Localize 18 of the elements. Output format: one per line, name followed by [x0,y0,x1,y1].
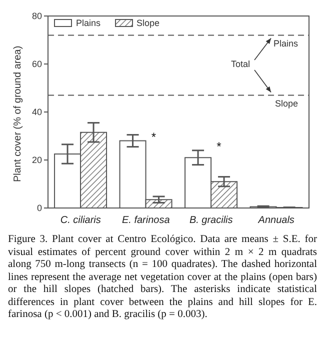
x-tick-label: B. gracilis [189,215,233,226]
ref-line-label: Plains [273,38,298,49]
x-tick-label: C. ciliaris [60,215,101,226]
x-tick-label: E. farinosa [122,215,170,226]
y-axis-title: Plant cover (% of ground area) [12,46,24,182]
y-tick-label: 80 [32,11,42,22]
legend-label: Plains [76,18,101,28]
ref-line-label: Slope [274,98,298,109]
y-tick-label: 60 [32,59,42,70]
legend-label: Slope [136,18,160,28]
annotation: Total [230,59,250,69]
caption: Figure 3. Plant cover at Centro Ecológico. Data are means ± S.E. for visual estimates of percent ground cover within 2 m × 2 m quadrats along 750 m-long transects (n = 100 quadrates). The dashed horizontal lines represent the average net vegetation cover at the plains (open bars) or the hill slopes (hatched bars). The asterisks indicate statistical differences in plant cover between the plains and hill slopes for E. farinosa (p < 0.001) and B. gracilis (p = 0.003). [8,234,317,322]
y-tick-label: 40 [32,107,42,118]
annotation: * [151,130,156,144]
annotation: * [216,139,222,154]
y-tick-label: 0 [36,203,42,214]
x-tick-label: Annuals [257,215,294,226]
y-tick-label: 20 [32,155,42,166]
